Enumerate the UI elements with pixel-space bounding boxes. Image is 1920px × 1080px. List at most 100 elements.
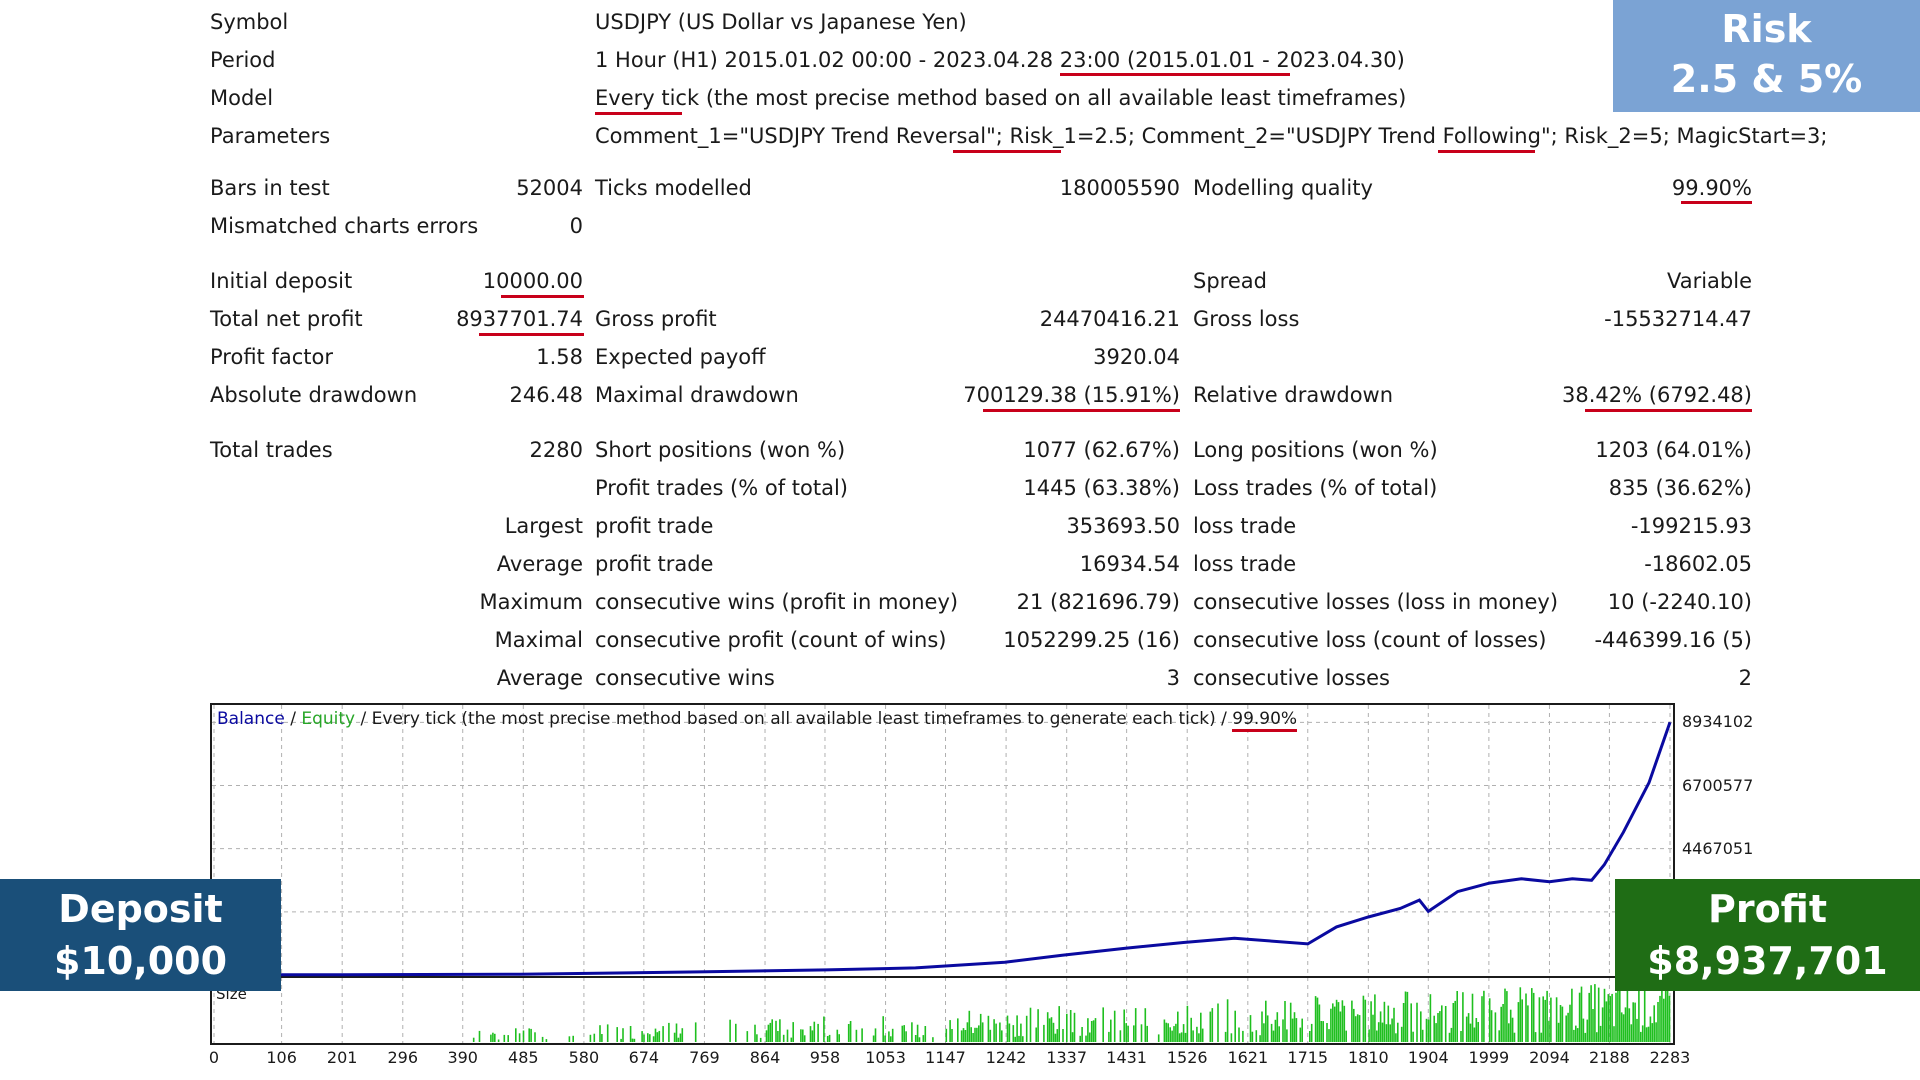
size-bar	[1272, 1030, 1275, 1042]
size-bar	[1211, 1008, 1214, 1042]
x-tick-label: 1337	[1046, 1048, 1088, 1067]
size-bar	[1592, 1009, 1594, 1042]
size-bar	[978, 1025, 980, 1042]
size-bar	[1634, 1002, 1636, 1042]
largest-profit-label: profit trade	[595, 514, 714, 538]
size-bar	[1123, 1009, 1125, 1042]
size-bar	[849, 1021, 852, 1042]
size-bar	[1133, 1025, 1135, 1042]
size-bar	[1410, 1003, 1412, 1042]
size-bar	[1630, 1024, 1633, 1042]
size-bar	[1450, 1027, 1453, 1042]
size-bar	[1217, 1003, 1219, 1042]
parameters-value: Comment_1="USDJPY Trend Reversal"; Risk_…	[595, 124, 1828, 148]
size-bar	[1584, 1032, 1587, 1042]
max-losses-value: 10 (-2240.10)	[1607, 590, 1752, 614]
size-bar	[911, 1022, 913, 1042]
size-bar	[836, 1029, 839, 1042]
underline-risk2	[1438, 150, 1535, 153]
x-tick-label: 1147	[925, 1048, 966, 1067]
quality-label: Modelling quality	[1193, 176, 1373, 200]
size-bar	[668, 1022, 670, 1042]
size-bar	[786, 1029, 789, 1042]
size-bar	[1575, 1025, 1577, 1042]
size-bar	[599, 1025, 601, 1042]
size-bar	[1569, 1004, 1571, 1042]
size-bar	[1402, 1003, 1405, 1042]
size-bar	[976, 1027, 978, 1042]
size-bar	[675, 1023, 678, 1042]
size-bar	[1425, 1018, 1428, 1042]
size-bar	[1043, 1024, 1045, 1042]
size-bar	[882, 1016, 884, 1042]
period-range: 2015.01.01 - 2023.04.30	[1135, 48, 1397, 72]
long-value: 1203 (64.01%)	[1595, 438, 1752, 462]
size-bar	[759, 1037, 762, 1042]
size-bar	[855, 1029, 858, 1042]
size-bar	[1333, 1006, 1336, 1042]
size-bar	[1663, 998, 1665, 1042]
maximal-profit-label: consecutive profit (count of wins)	[595, 628, 947, 652]
x-tick-label: 2283	[1649, 1048, 1691, 1067]
size-bar	[1186, 1005, 1189, 1042]
size-bar	[1542, 996, 1544, 1042]
size-bar	[1025, 1015, 1028, 1042]
size-bar	[677, 1037, 680, 1042]
size-bar	[1274, 1019, 1277, 1042]
size-bar	[1452, 1003, 1455, 1042]
size-bar	[1597, 987, 1600, 1042]
size-bar	[606, 1024, 609, 1042]
size-bar	[1008, 1023, 1011, 1042]
size-bar	[1400, 1026, 1403, 1042]
x-tick-label: 1431	[1106, 1048, 1147, 1067]
maximal-loss-label: consecutive loss (count of losses)	[1193, 628, 1547, 652]
deposit-label: Initial deposit	[210, 269, 353, 293]
largest-profit-value: 353693.50	[1066, 514, 1180, 538]
size-bar	[472, 1037, 475, 1042]
size-bar	[1037, 1009, 1039, 1042]
size-bar	[694, 1022, 697, 1042]
size-bar	[1385, 1024, 1388, 1042]
size-bar	[1517, 1002, 1520, 1042]
size-bar	[1555, 997, 1558, 1042]
x-tick-label: 1242	[985, 1048, 1027, 1067]
size-bar	[1180, 1032, 1183, 1042]
size-bar	[1404, 991, 1407, 1042]
size-bar	[1571, 988, 1573, 1042]
size-bar	[1389, 1024, 1391, 1042]
size-bar	[1605, 1001, 1608, 1042]
size-bar	[1467, 1013, 1470, 1042]
size-bar	[1582, 1018, 1585, 1042]
size-bar	[782, 1034, 785, 1042]
grossprofit-value: 24470416.21	[1039, 307, 1180, 331]
balance-series-line	[214, 721, 1672, 977]
size-bar	[1655, 1022, 1657, 1042]
size-bar	[679, 1033, 682, 1042]
size-bar	[1603, 988, 1606, 1042]
size-bar	[1293, 1012, 1296, 1042]
size-bar	[1641, 1025, 1644, 1042]
mismatch-label: Mismatched charts errors	[210, 214, 479, 238]
size-bar	[1110, 1019, 1112, 1042]
size-bar	[779, 1019, 781, 1042]
size-bar	[1265, 1000, 1267, 1042]
size-bar	[1651, 1023, 1654, 1042]
size-bar	[1626, 987, 1629, 1042]
maximal-label: Maximal	[494, 628, 583, 652]
size-bar	[957, 1018, 959, 1042]
size-bar	[1146, 1025, 1148, 1042]
size-bar	[1310, 1023, 1313, 1042]
period-label: Period	[210, 48, 276, 72]
size-bar	[1540, 1032, 1543, 1042]
size-bar	[1016, 1015, 1018, 1042]
size-bar	[503, 1034, 506, 1042]
size-bar	[1576, 1028, 1579, 1042]
size-bar	[1255, 1030, 1258, 1042]
size-bar	[620, 1038, 622, 1042]
size-bar	[1339, 1011, 1342, 1042]
size-bar	[1502, 1004, 1504, 1042]
size-bar	[1226, 999, 1229, 1042]
parameters-label: Parameters	[210, 124, 331, 148]
size-bar	[601, 1034, 603, 1042]
size-bar	[647, 1033, 649, 1042]
